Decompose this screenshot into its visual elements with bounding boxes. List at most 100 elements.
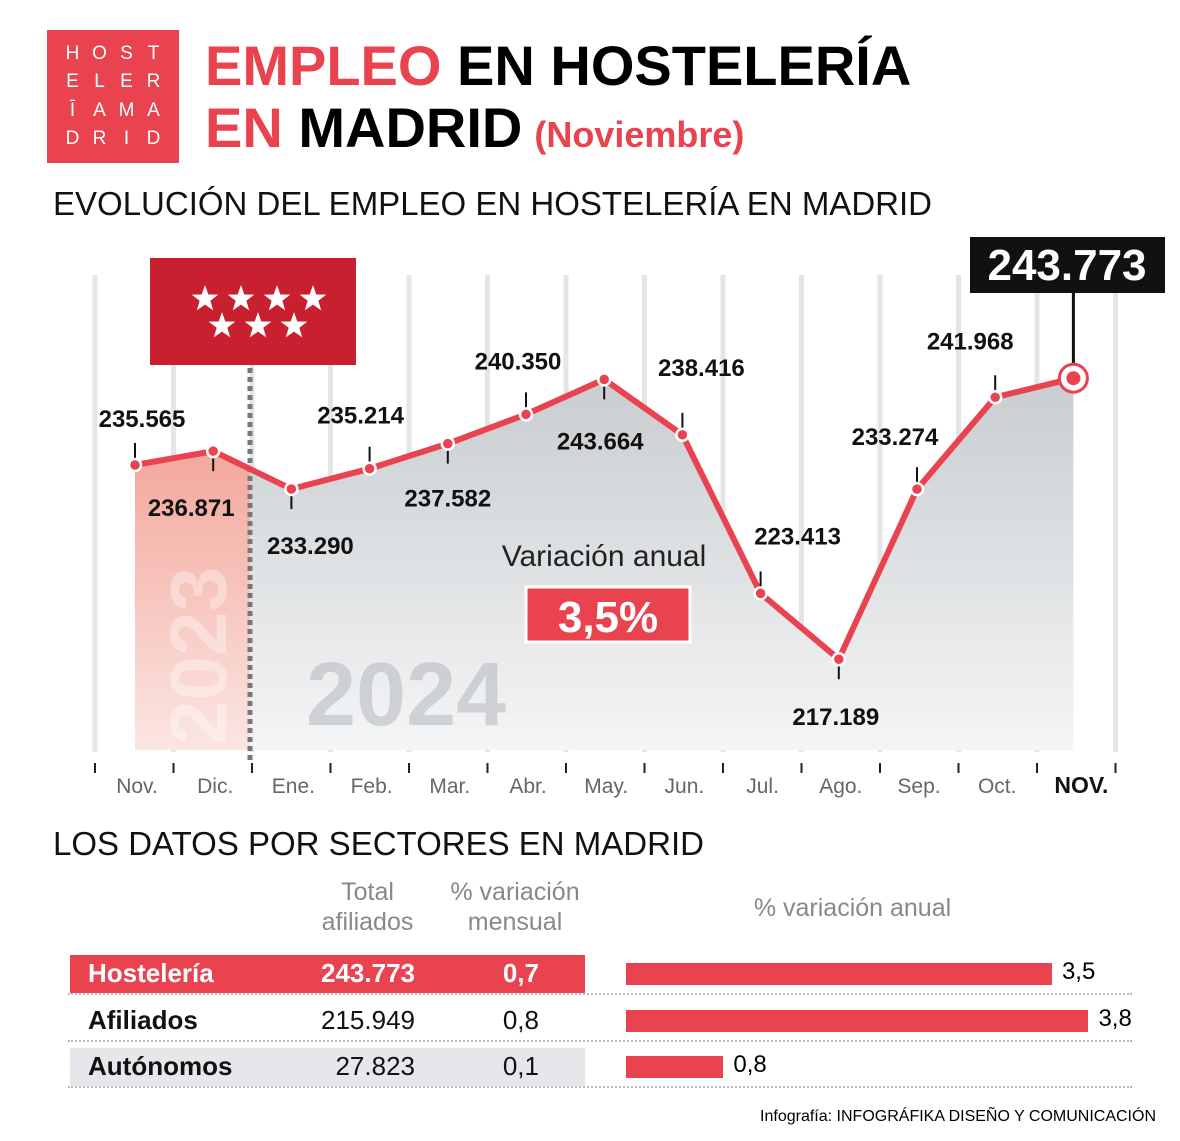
data-label: 236.871: [148, 495, 235, 522]
x-tick-label: Nov.: [116, 775, 158, 798]
section-title-sectors: LOS DATOS POR SECTORES EN MADRID: [53, 825, 704, 862]
x-tick-label: Abr.: [509, 775, 546, 798]
logo-letter: A: [93, 99, 106, 121]
credit-prefix: Infografía:: [760, 1108, 837, 1125]
header-mensual: % variación mensual: [450, 878, 580, 936]
table-row: Autónomos 27.823 0,1: [70, 1048, 585, 1086]
data-label: 223.413: [754, 523, 841, 550]
page-title-line-1: EMPLEO EN HOSTELERÍA: [205, 36, 911, 96]
data-point: [831, 651, 847, 667]
data-point: [909, 481, 925, 497]
data-point: [675, 427, 690, 443]
highlight-label: 243.773: [987, 241, 1146, 290]
variation-value: 3,5%: [558, 593, 658, 642]
data-label: 233.274: [852, 424, 939, 451]
star-icon: [263, 285, 291, 311]
logo-letter: T: [147, 43, 160, 65]
logo-letter: Ī: [69, 99, 76, 121]
data-point: [753, 586, 768, 601]
x-tick-label: Feb.: [351, 775, 393, 798]
credit-name: INFOGRÁFIKA DISEÑO Y COMUNICACIÓN: [836, 1108, 1156, 1125]
row-divider: [68, 1086, 1132, 1088]
data-point: [127, 457, 143, 473]
variation-label: Variación anual: [502, 540, 707, 573]
data-point: [596, 372, 612, 387]
header-total: Total afiliados: [321, 878, 414, 936]
x-tick-label: Dic.: [197, 775, 233, 798]
x-tick-label: NOV.: [1054, 772, 1108, 798]
logo-letter: O: [92, 43, 107, 65]
employment-line-chart: 2023 2024 235.565 Nov. 236.871 Dic. 233.290 Ene…: [92, 237, 1165, 798]
title-black: MADRID: [282, 96, 523, 159]
data-label: 233.290: [267, 533, 354, 560]
star-icon: [208, 312, 236, 338]
x-tick-label: Jul.: [746, 775, 779, 798]
year-label-2023: 2023: [154, 567, 243, 745]
anual-bar: [626, 1010, 1089, 1032]
star-icon: [280, 312, 308, 338]
star-icon: [191, 285, 219, 311]
page-title-line-2: EN MADRID (Noviembre): [205, 98, 744, 165]
sector-name: Autónomos: [88, 1051, 233, 1081]
logo-letter: L: [94, 71, 105, 93]
data-point: [284, 481, 299, 497]
data-point: [518, 407, 534, 422]
anual-bar: [626, 1056, 724, 1078]
logo-letter: I: [123, 127, 130, 149]
data-label: 241.968: [927, 328, 1014, 355]
subtitle: (Noviembre): [534, 114, 745, 155]
sector-total: 27.823: [335, 1051, 415, 1081]
data-label: 238.416: [658, 355, 745, 382]
sector-mensual: 0,7: [502, 958, 539, 988]
title-black: EN HOSTELERÍA: [441, 34, 912, 97]
logo-letter: E: [120, 71, 133, 93]
table-row: Afiliados 215.949 0,8: [70, 1002, 585, 1040]
data-point: [362, 461, 377, 476]
row-divider: [68, 1040, 1132, 1042]
data-label: 237.582: [404, 486, 491, 513]
x-tick-label: Mar.: [429, 775, 470, 798]
title-red: EN: [205, 96, 283, 159]
data-label: 243.664: [557, 428, 644, 455]
data-point: [205, 443, 221, 459]
credit: Infografía: INFOGRÁFIKA DISEÑO Y COMUNIC…: [760, 1108, 1156, 1126]
x-tick-label: Jun.: [665, 775, 705, 798]
star-icon: [299, 285, 327, 311]
highlight-box: [970, 237, 1165, 293]
data-label: 240.350: [475, 348, 562, 375]
data-point: [1066, 371, 1081, 386]
logo-letter: H: [65, 43, 80, 65]
x-tick-label: Sep.: [897, 775, 940, 798]
year-label-2024: 2024: [306, 645, 506, 745]
sector-mensual: 0,8: [502, 1005, 539, 1035]
data-label: 217.189: [792, 704, 879, 731]
sector-total: 215.949: [321, 1005, 415, 1035]
sector-name: Hostelería: [88, 958, 214, 988]
anual-bar: [626, 963, 1052, 985]
section-title-evolution: EVOLUCIÓN DEL EMPLEO EN HOSTELERÍA EN MA…: [53, 185, 932, 222]
x-tick-label: Ago.: [819, 775, 862, 798]
logo-letter: R: [146, 71, 161, 93]
data-point: [987, 390, 1003, 405]
logo-letter: E: [66, 71, 79, 93]
table-row: Hostelería 243.773 0,7: [70, 955, 585, 993]
data-label: 235.214: [317, 403, 404, 430]
sector-total: 243.773: [321, 958, 415, 988]
star-icon: [244, 312, 272, 338]
x-tick-label: Ene.: [272, 775, 315, 798]
sector-name: Afiliados: [88, 1005, 198, 1035]
variation-box: [524, 585, 692, 644]
x-tick-label: May.: [584, 775, 628, 798]
data-label: 235.565: [99, 406, 186, 433]
data-point: [440, 436, 456, 451]
row-divider: [68, 993, 1132, 995]
madrid-flag: [150, 258, 356, 365]
title-red: EMPLEO: [205, 34, 442, 97]
logo-letter: M: [118, 99, 135, 121]
star-icon: [227, 285, 255, 311]
logo-letter: A: [147, 99, 160, 121]
header-anual: % variación anual: [753, 894, 952, 922]
area-2023: [135, 451, 250, 750]
logo-letter: S: [120, 43, 133, 65]
